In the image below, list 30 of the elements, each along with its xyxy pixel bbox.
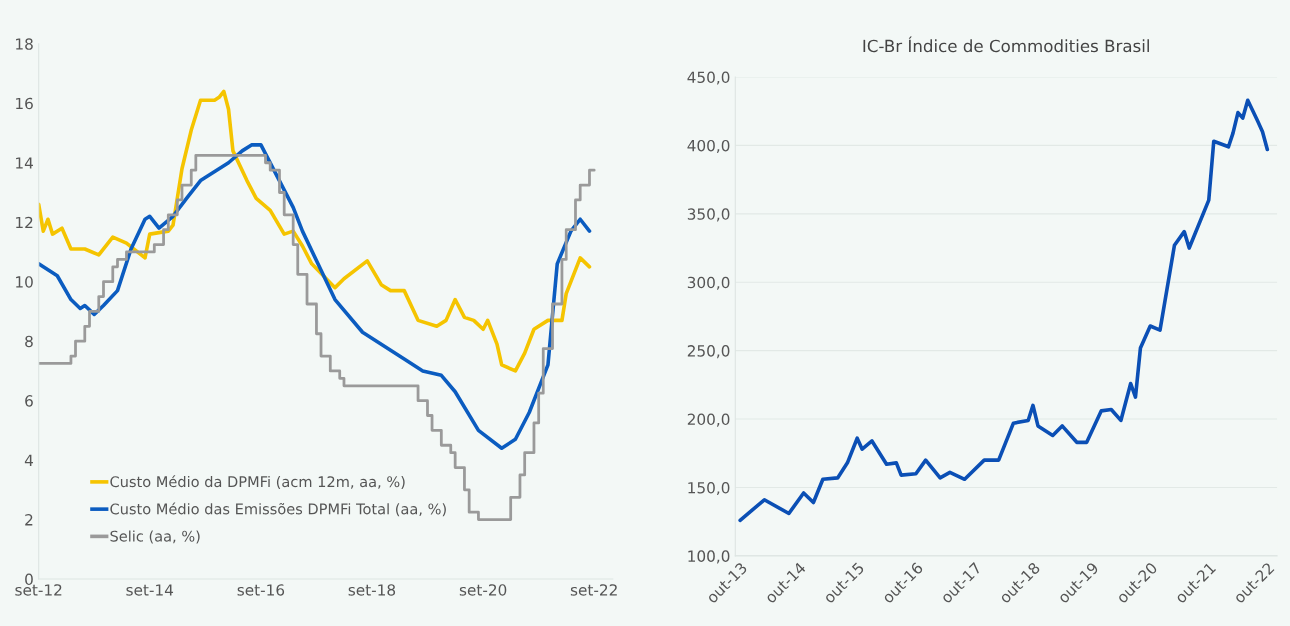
y-tick-label: 4 xyxy=(24,454,33,466)
y-tick-label: 200,0 xyxy=(687,413,730,427)
y-tick-label: 400,0 xyxy=(687,139,730,153)
y-tick-label: 300,0 xyxy=(687,276,730,290)
line-series xyxy=(738,98,1270,523)
y-tick-label: 100,0 xyxy=(688,550,730,564)
line-series xyxy=(38,89,592,373)
y-tick-label: 16 xyxy=(16,97,33,110)
x-tick-label: set-14 xyxy=(126,584,174,596)
x-tick-label: set-22 xyxy=(570,584,617,596)
x-tick-label: set-16 xyxy=(237,584,285,596)
legend-label: Custo Médio das Emissões DPMFi Total (aa, %) xyxy=(110,502,446,517)
y-tick-label: 2 xyxy=(25,514,33,526)
x-tick-label: set-18 xyxy=(348,584,396,596)
y-tick-label: 10 xyxy=(16,276,33,288)
y-tick-label: 350,0 xyxy=(687,208,730,222)
y-tick-label: 150,0 xyxy=(688,481,730,496)
y-tick-label: 6 xyxy=(25,395,33,407)
y-tick-label: 12 xyxy=(16,216,33,229)
y-tick-label: 18 xyxy=(16,38,33,50)
chart-title: IC-Br Índice de Commodities Brasil xyxy=(863,36,1149,53)
y-tick-label: 450,0 xyxy=(687,71,730,85)
y-tick-label: 8 xyxy=(25,335,33,348)
x-tick-label: set-12 xyxy=(15,584,62,596)
y-tick-label: 250,0 xyxy=(687,345,730,359)
y-tick-label: 0 xyxy=(25,573,33,586)
legend-label: Selic (aa, %) xyxy=(110,530,200,544)
y-tick-label: 14 xyxy=(16,157,33,169)
x-tick-label: set-20 xyxy=(459,584,507,596)
legend-label: Custo Médio da DPMFi (acm 12m, aa, %) xyxy=(110,475,405,489)
